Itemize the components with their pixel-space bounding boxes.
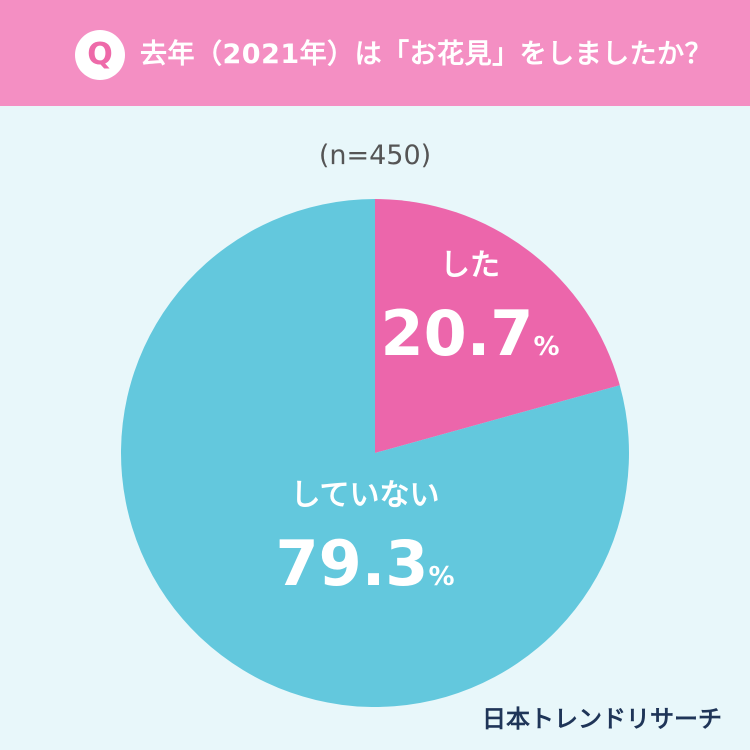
slice-value-1: 20.7% (380, 297, 559, 370)
question-text: 去年（2021年）は「お花見」をしましたか？ (140, 39, 713, 70)
question-header: Q 去年（2021年）は「お花見」をしましたか？ (0, 0, 750, 106)
question-badge: Q (75, 30, 125, 80)
brand-logo: 日本トレンドリサーチ (482, 705, 722, 733)
slice-label-1: した (440, 248, 500, 283)
sample-size: (n=450) (318, 140, 432, 171)
pie-slice-1 (375, 199, 620, 453)
pie-slice-2 (121, 199, 630, 708)
question-badge-letter: Q (87, 37, 113, 72)
slice-value-2: 79.3% (275, 527, 454, 600)
slice-label-2: していない (290, 478, 439, 513)
